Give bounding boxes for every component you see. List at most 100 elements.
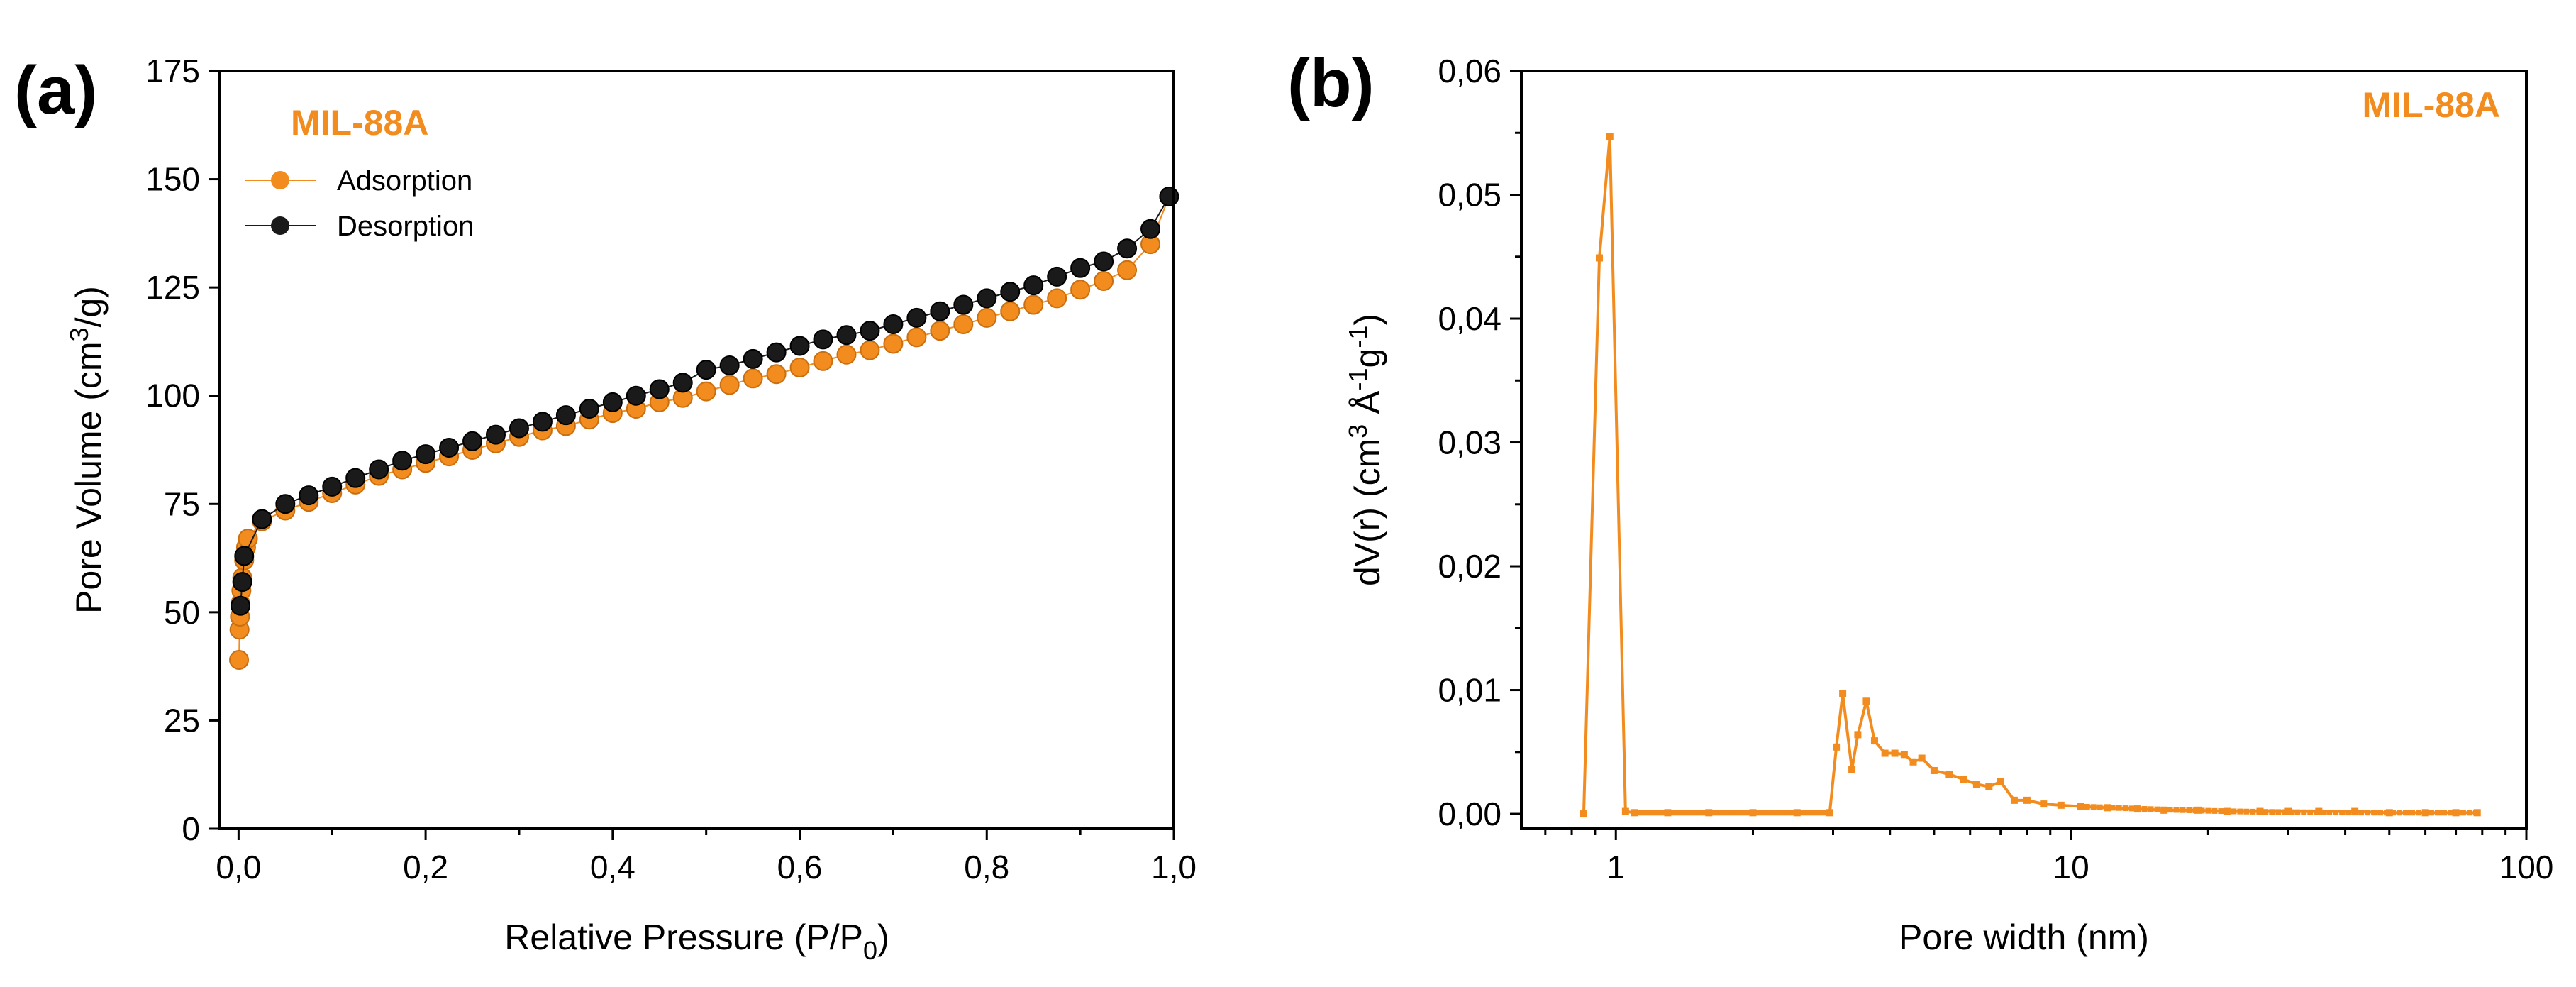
psd-point	[1621, 807, 1629, 815]
data-point	[579, 399, 599, 419]
psd-point	[1839, 690, 1847, 697]
panel-a-isotherm-chart: (a) 0,0 0,2 0,4 0,6 0,8 1,0 0 25 50 75 100 125 150 17…	[14, 53, 1197, 965]
psd-point	[2288, 809, 2294, 815]
b-y-tick-label: 0,01	[1438, 672, 1501, 709]
data-point	[883, 314, 904, 335]
a-y-tick-label: 0	[182, 810, 200, 847]
panel-b-label: (b)	[1287, 45, 1375, 121]
data-point	[813, 329, 833, 350]
data-point	[1070, 258, 1091, 278]
psd-point	[2352, 810, 2358, 816]
data-point	[766, 342, 787, 363]
panel-b-ticks: 1 10 100 0,00 0,01 0,02 0,03 0,04 0,05 0,06	[1438, 53, 2553, 886]
psd-point	[2192, 807, 2199, 814]
psd-point	[1675, 810, 1682, 816]
b-y-tick-label: 0,05	[1438, 177, 1501, 214]
legend-desorption-marker	[271, 216, 289, 235]
a-x-tick-label: 0,0	[216, 849, 261, 886]
psd-point	[2084, 803, 2090, 810]
data-point	[813, 351, 833, 371]
data-point	[1000, 301, 1021, 321]
psd-point	[2135, 805, 2141, 812]
data-point	[275, 494, 296, 514]
psd-point	[1653, 810, 1660, 816]
data-point	[509, 418, 529, 439]
data-point	[860, 340, 880, 360]
psd-point	[2180, 807, 2186, 813]
psd-point	[2294, 809, 2301, 815]
psd-point	[1730, 810, 1736, 816]
a-y-tick-label: 150	[145, 161, 200, 198]
data-point	[953, 314, 974, 335]
b-x-tick-label: 10	[2053, 849, 2089, 886]
psd-point	[2428, 810, 2434, 816]
psd-point	[1972, 781, 1980, 788]
psd-point	[2199, 807, 2205, 814]
psd-point	[2326, 809, 2333, 815]
psd-point	[1870, 737, 1878, 745]
legend-adsorption-marker	[271, 171, 289, 189]
psd-point	[2460, 810, 2466, 816]
psd-point	[2243, 808, 2250, 815]
psd-point	[2186, 807, 2192, 813]
psd-point	[2409, 810, 2416, 816]
data-point	[1023, 294, 1044, 315]
data-point	[299, 485, 319, 506]
psd-point	[1817, 810, 1823, 816]
psd-point	[2403, 810, 2409, 816]
psd-point	[2116, 805, 2122, 811]
b-y-tick-label: 0,02	[1438, 548, 1501, 585]
psd-point	[1746, 810, 1753, 816]
psd-point	[2148, 806, 2154, 812]
psd-point	[2010, 796, 2018, 804]
a-y-tick-label: 100	[145, 377, 200, 414]
desorption-series	[231, 186, 1179, 616]
psd-point	[2434, 810, 2441, 816]
data-point	[345, 468, 366, 488]
y-label-text: Pore Volume (cm	[69, 341, 109, 613]
psd-point	[2250, 808, 2256, 815]
psd-point	[2301, 809, 2307, 815]
psd-point	[2377, 810, 2384, 816]
psd-point	[1736, 810, 1742, 816]
panel-a-x-axis-label: Relative Pressure (P/P0)	[504, 917, 889, 965]
y-label-superscript: 3	[65, 327, 94, 341]
data-point	[930, 321, 950, 341]
pore-size-distribution-series	[1580, 133, 2481, 818]
b-x-tick-label: 1	[1606, 849, 1625, 886]
data-point	[532, 412, 553, 432]
data-point	[1140, 219, 1161, 239]
b-y-tick-label: 0,00	[1438, 795, 1501, 832]
data-point	[229, 649, 250, 670]
a-x-tick-label: 0,6	[777, 849, 823, 886]
psd-point	[1757, 810, 1763, 816]
psd-point	[2397, 810, 2403, 816]
a-x-tick-label: 1,0	[1151, 849, 1197, 886]
psd-point	[2466, 810, 2472, 816]
panel-a-plot-frame	[218, 70, 1175, 830]
psd-point	[1596, 254, 1604, 262]
panel-a-series-title: MIL-88A	[291, 103, 428, 143]
psd-point	[1648, 810, 1654, 816]
a-y-tick-label: 25	[164, 702, 200, 739]
data-point	[789, 358, 810, 378]
panel-b-pore-size-distribution-chart: (b) 1 10 100 0,00 0,01 0,02 0,03 0,04 0,05 0,06 M…	[1287, 45, 2553, 957]
data-point	[602, 392, 623, 412]
psd-point	[2333, 810, 2339, 816]
psd-line	[1582, 136, 2477, 815]
data-point	[252, 509, 272, 529]
data-point	[626, 385, 646, 406]
data-point	[836, 344, 857, 365]
data-point	[439, 437, 460, 458]
psd-point	[1909, 758, 1917, 766]
psd-point	[2160, 806, 2167, 812]
panel-b-x-axis-label: Pore width (nm)	[1899, 917, 2149, 957]
data-point	[232, 572, 252, 592]
panel-a-legend: Adsorption Desorption	[245, 165, 474, 242]
psd-point	[1848, 766, 1856, 773]
psd-point	[2371, 810, 2377, 816]
data-point	[238, 529, 258, 549]
data-point	[1159, 186, 1179, 206]
data-point	[1117, 238, 1138, 259]
data-point	[719, 355, 740, 375]
